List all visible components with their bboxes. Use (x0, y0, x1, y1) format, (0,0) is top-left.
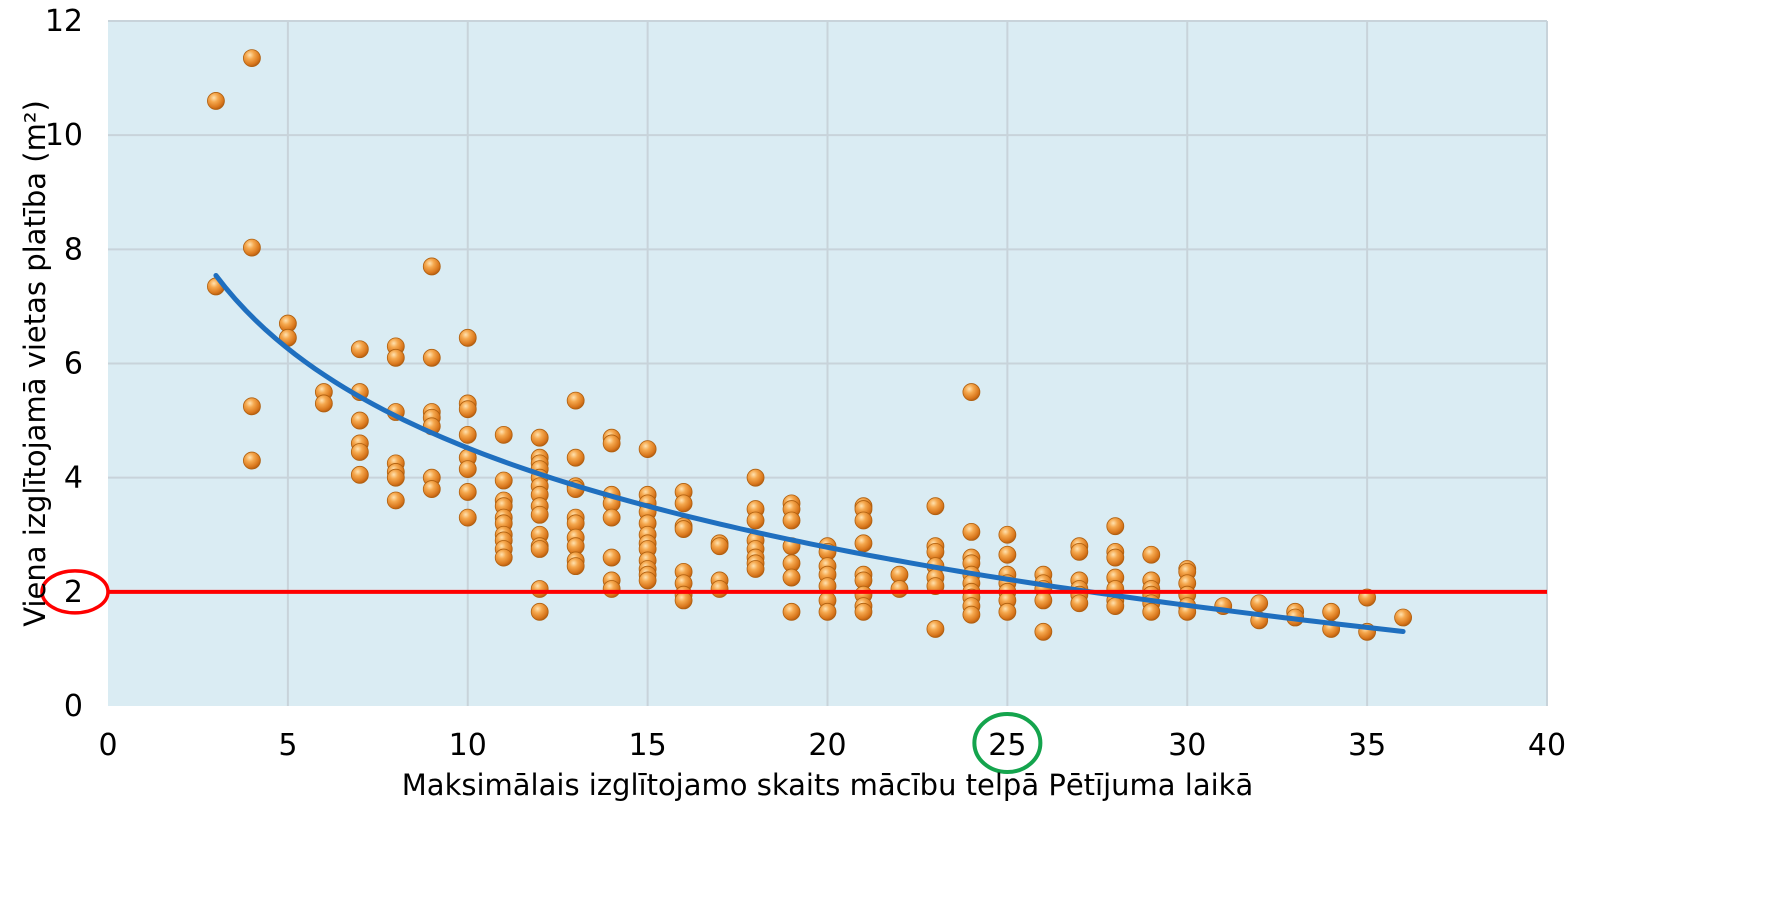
data-point (854, 534, 873, 553)
y-tick-label: 2 (64, 575, 83, 610)
y-tick-label: 0 (64, 689, 83, 724)
data-point (926, 497, 945, 516)
data-point (998, 545, 1017, 564)
data-point (530, 602, 549, 621)
data-point (422, 257, 441, 276)
data-point (494, 471, 513, 490)
data-point (926, 620, 945, 638)
data-point (458, 460, 477, 479)
data-point (998, 525, 1017, 544)
data-point (1322, 602, 1341, 621)
data-point (422, 348, 441, 367)
data-point (566, 391, 585, 410)
data-point (1034, 622, 1053, 641)
data-point (1142, 602, 1161, 621)
data-point (350, 443, 369, 461)
data-point (674, 520, 693, 538)
x-tick-label: 25 (988, 728, 1026, 763)
y-tick-label: 8 (64, 232, 83, 267)
y-tick-label: 4 (64, 461, 83, 496)
x-tick-label: 20 (808, 728, 846, 763)
x-tick-label: 35 (1348, 728, 1386, 763)
x-tick-label: 0 (98, 728, 117, 763)
data-point (207, 92, 225, 110)
data-point (350, 340, 369, 359)
data-point (638, 571, 657, 590)
data-point (566, 557, 585, 576)
data-point (1142, 545, 1161, 564)
data-point (818, 602, 837, 621)
data-point (602, 508, 621, 527)
data-point (530, 428, 549, 447)
data-point (494, 425, 513, 444)
data-point (602, 548, 621, 567)
y-axis-tick-labels: 0 2 4 6 8 10 12 (45, 4, 83, 724)
data-point (1070, 542, 1089, 561)
x-tick-label: 30 (1168, 728, 1206, 763)
data-point (242, 238, 261, 257)
y-tick-label: 10 (45, 118, 83, 153)
data-point (638, 440, 657, 459)
data-point (710, 580, 729, 598)
x-axis-title: Maksimālais izglītojamo skaits mācību te… (402, 768, 1253, 802)
data-point (350, 411, 369, 430)
data-point (962, 605, 981, 624)
data-point (710, 537, 729, 556)
data-point (782, 568, 801, 587)
x-tick-label: 15 (629, 728, 667, 763)
data-point (1250, 594, 1269, 613)
x-tick-highlight-circle (972, 712, 1043, 774)
data-point (386, 468, 405, 487)
data-point (602, 580, 621, 598)
data-point (782, 602, 801, 621)
data-point (242, 397, 261, 416)
data-point (530, 580, 549, 598)
data-point (890, 580, 909, 598)
data-point (1106, 597, 1125, 616)
data-point (674, 494, 693, 513)
data-point (458, 400, 477, 419)
data-point (350, 465, 369, 484)
data-point (746, 511, 765, 530)
data-point (566, 448, 585, 467)
logarithmic-trendline (213, 272, 1406, 634)
y-tick-label: 6 (64, 347, 83, 382)
y-tick-highlight-circle (40, 569, 110, 615)
data-point (1034, 591, 1053, 610)
data-point (962, 383, 981, 401)
data-point (1106, 548, 1125, 567)
data-point (386, 348, 405, 367)
y-tick-label: 12 (45, 4, 83, 39)
data-point (674, 591, 693, 610)
x-axis-tick-labels: 0 5 10 15 20 25 30 35 40 (98, 728, 1566, 763)
data-point (314, 394, 333, 413)
data-point (782, 511, 801, 530)
data-point (746, 468, 765, 487)
data-point (1394, 608, 1412, 627)
data-point (242, 49, 261, 68)
x-tick-label: 10 (449, 728, 487, 763)
data-point (962, 522, 981, 541)
data-point (530, 540, 549, 558)
data-point (458, 508, 477, 527)
data-point (386, 491, 405, 510)
data-point (458, 425, 477, 444)
data-point (530, 505, 549, 524)
data-point (458, 483, 477, 501)
x-tick-label: 40 (1528, 728, 1566, 763)
data-point (422, 480, 441, 498)
data-point (458, 328, 477, 347)
data-point (494, 548, 513, 567)
data-point (746, 560, 765, 578)
data-point (854, 602, 873, 621)
y-axis-title: Viena izglītojamā vietas platība (m²) (18, 100, 52, 627)
data-point (602, 434, 621, 453)
data-point (854, 511, 873, 530)
data-point (1106, 517, 1125, 536)
data-point (242, 451, 261, 470)
data-point (998, 602, 1017, 621)
data-point (1070, 594, 1089, 613)
x-tick-label: 5 (278, 728, 297, 763)
